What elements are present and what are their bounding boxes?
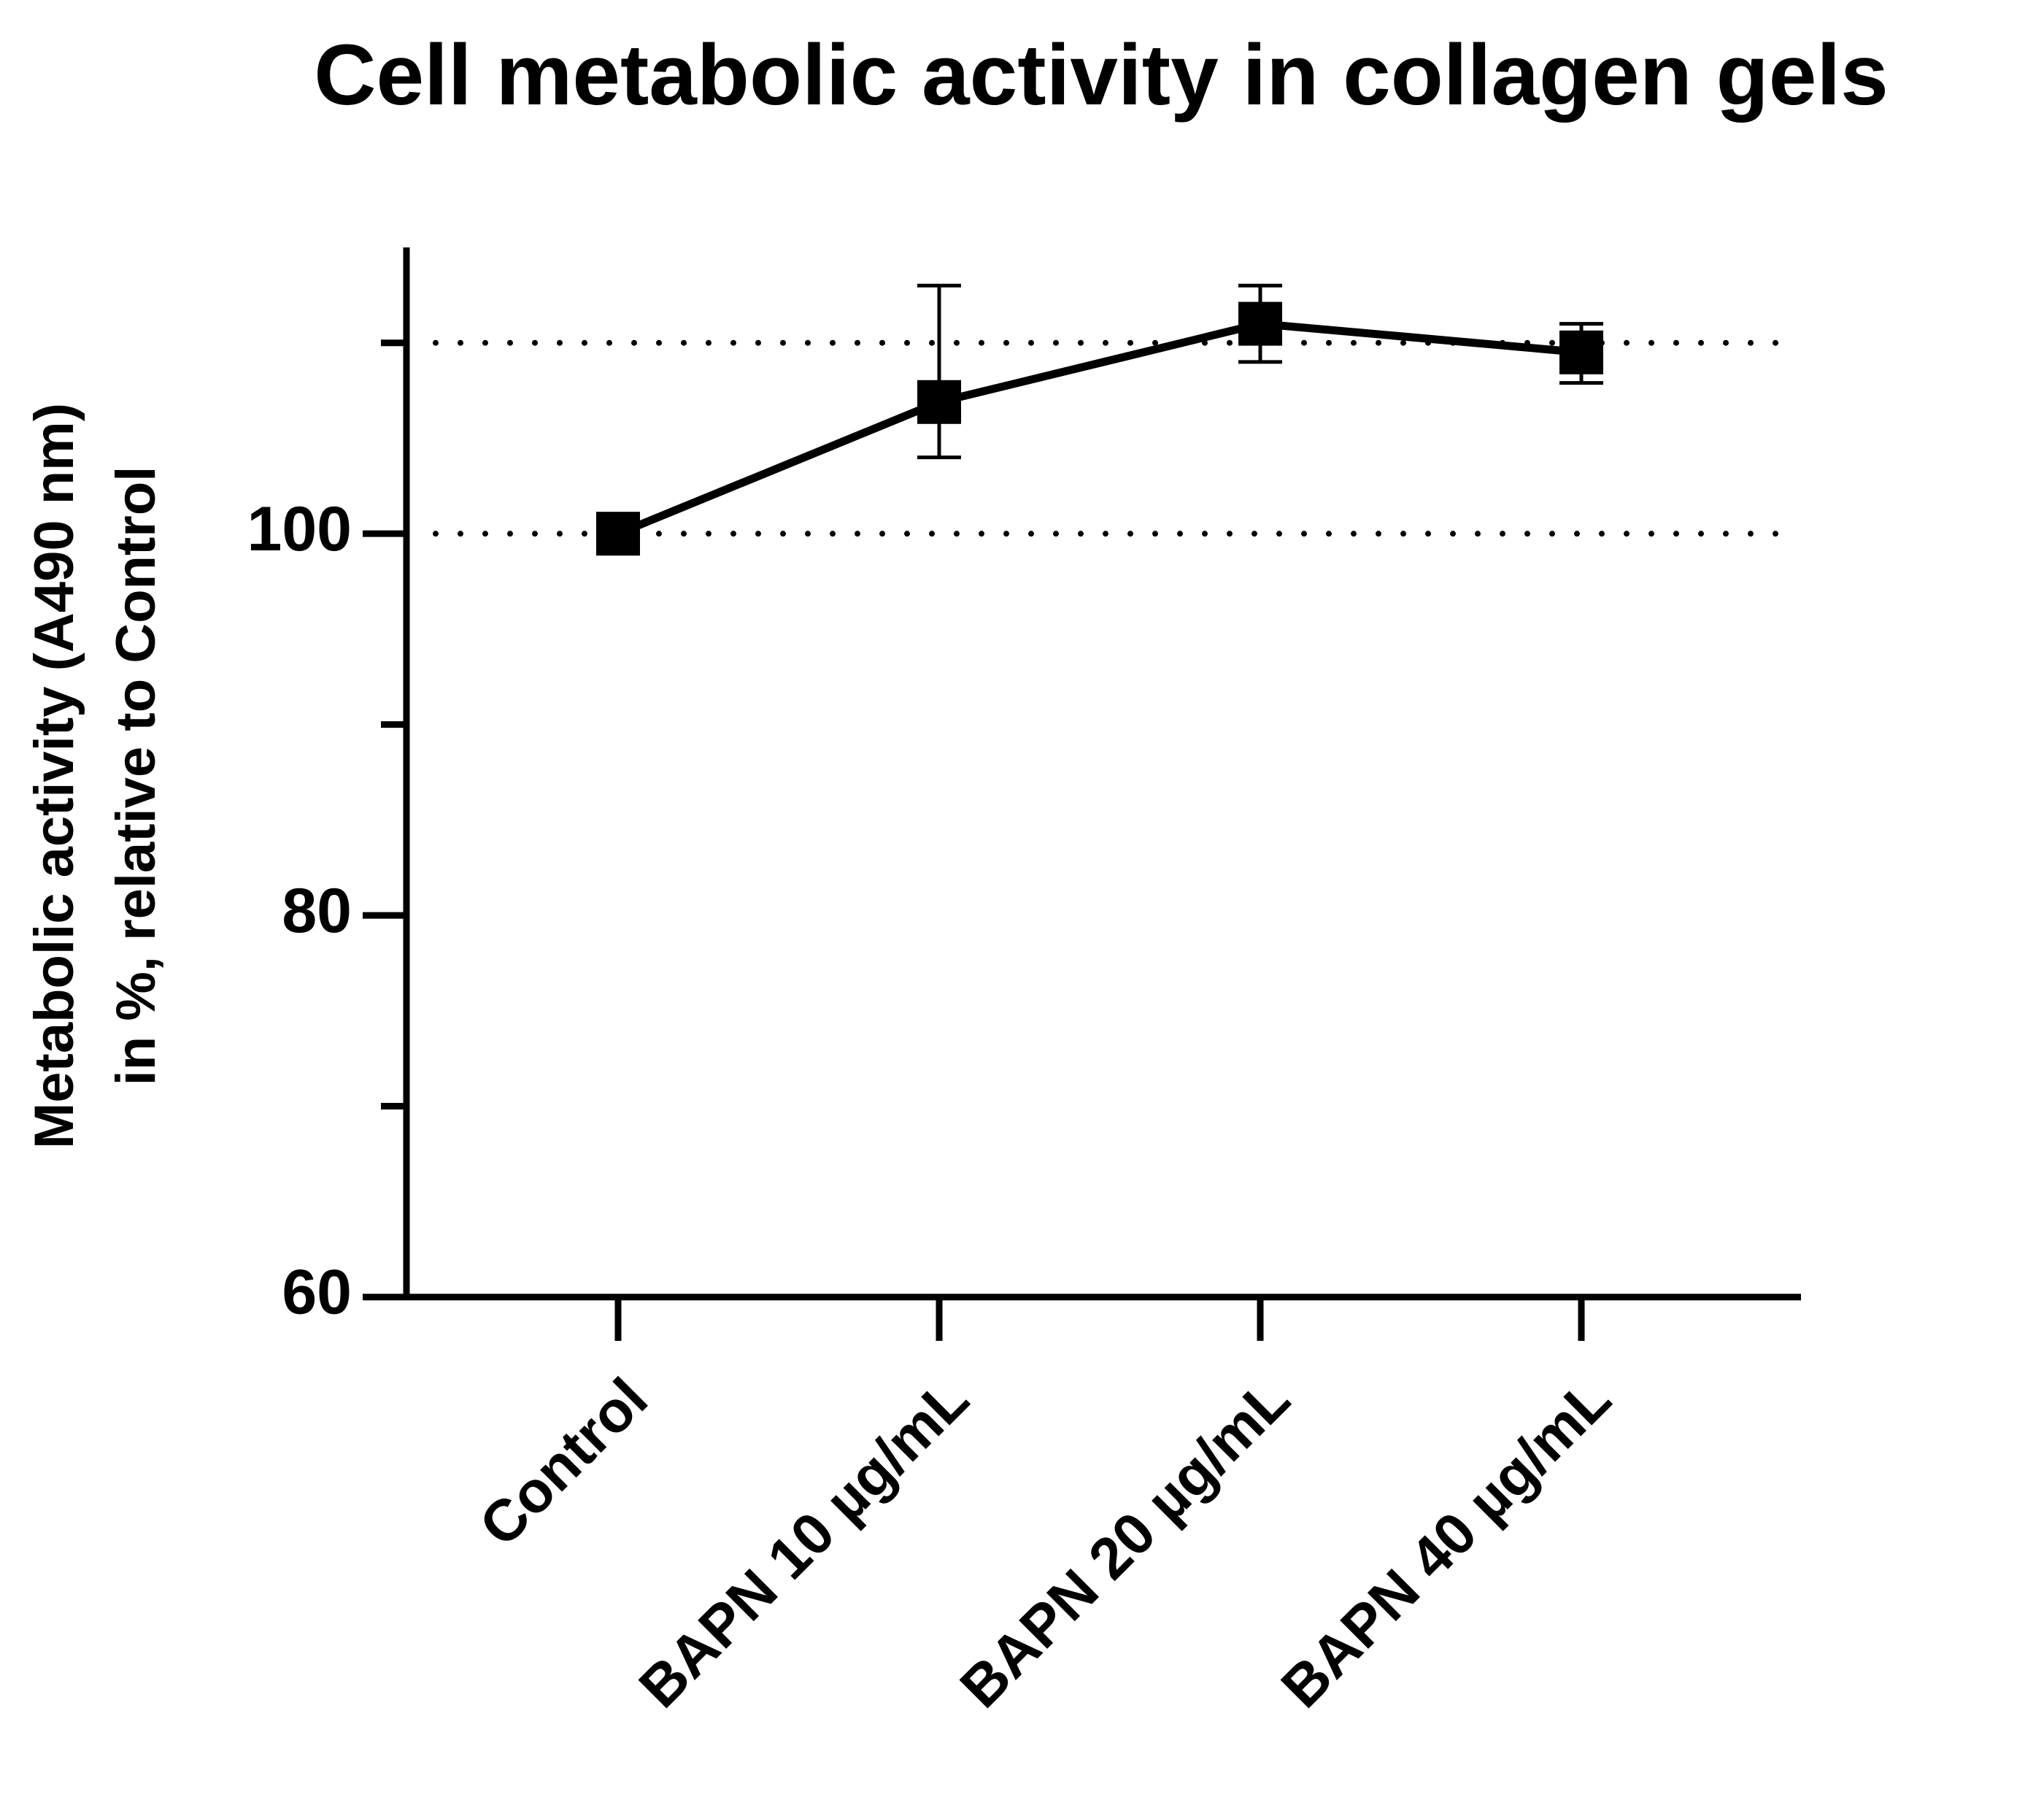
error-bar xyxy=(917,283,961,460)
x-tick-label: BAPN 40 µg/mL xyxy=(1269,1366,1623,1720)
series-line xyxy=(616,320,1582,538)
y-tick-label: 80 xyxy=(282,876,352,946)
marker xyxy=(1559,330,1603,374)
marker xyxy=(1238,301,1282,346)
x-tick-label: BAPN 10 µg/mL xyxy=(627,1366,981,1720)
y-tick-label: 100 xyxy=(247,494,352,564)
y-axis-label-line: Metabolic activity (A490 nm) xyxy=(23,403,85,1149)
y-axis-label-line: in %, relative to Control xyxy=(105,466,167,1086)
y-axis-label: Metabolic activity (A490 nm) in %, relat… xyxy=(23,403,167,1149)
x-tick-label: Control xyxy=(467,1366,660,1558)
marker xyxy=(596,512,640,556)
chart-title: Cell metabolic activity in collagen gels xyxy=(314,27,1888,123)
x-tick-label: BAPN 20 µg/mL xyxy=(948,1366,1302,1720)
y-tick-label: 60 xyxy=(282,1258,352,1328)
marker xyxy=(917,380,961,424)
